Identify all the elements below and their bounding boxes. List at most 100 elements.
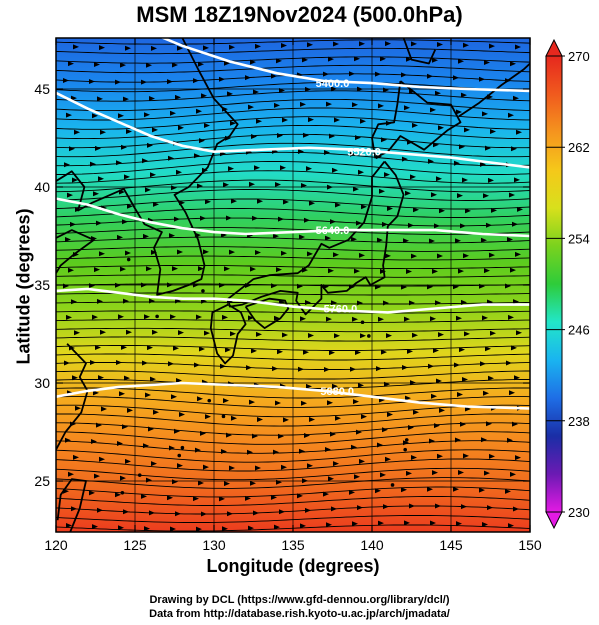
stream-arrow — [171, 394, 177, 400]
contour-label: 5760.0 — [324, 304, 358, 316]
stream-arrow — [409, 503, 415, 509]
stream-arrow — [352, 102, 358, 108]
stream-arrow — [171, 185, 177, 191]
stream-arrow — [354, 268, 360, 274]
stream-arrow — [74, 330, 80, 336]
stream-arrow — [326, 522, 332, 528]
stream-arrow — [331, 506, 337, 512]
stream-arrow — [151, 249, 157, 255]
contour-line — [56, 197, 530, 238]
stream-arrow — [486, 421, 492, 427]
x-tick-label: 150 — [518, 537, 542, 553]
stream-arrow — [145, 392, 151, 398]
stream-arrow — [384, 172, 390, 178]
stream-arrow — [511, 146, 517, 152]
stream-arrow — [490, 330, 496, 336]
colorbar-tick-label: 230 — [568, 505, 590, 520]
stream-arrow — [481, 437, 487, 443]
stream-arrow — [335, 202, 341, 208]
stream-arrow — [430, 316, 436, 322]
stream-arrow — [351, 444, 357, 450]
contour-line — [56, 381, 530, 410]
stream-arrow — [453, 486, 459, 492]
stream-arrow — [350, 366, 356, 372]
colorbar-max-arrow — [545, 38, 563, 57]
stream-arrow — [198, 480, 204, 486]
stream-arrow — [143, 443, 149, 449]
stream-arrow — [482, 315, 488, 321]
stream-arrow — [485, 145, 491, 151]
stream-arrow — [465, 208, 471, 214]
stream-arrow — [437, 453, 443, 459]
streamline — [56, 90, 530, 102]
stream-arrow — [167, 495, 173, 501]
stream-arrow — [229, 249, 235, 255]
coastline — [227, 160, 405, 316]
stream-arrow — [205, 414, 211, 420]
stream-arrow — [357, 300, 363, 306]
streamline — [56, 236, 530, 244]
stream-arrow — [195, 447, 201, 453]
island — [403, 447, 407, 452]
stream-arrow — [457, 193, 463, 199]
stream-arrow — [194, 362, 200, 368]
stream-arrow — [516, 330, 522, 336]
stream-arrow — [92, 524, 98, 530]
stream-arrow — [151, 45, 157, 51]
stream-arrow — [412, 122, 418, 128]
stream-arrow — [482, 111, 488, 117]
stream-arrow — [94, 267, 100, 273]
streamline — [56, 515, 530, 523]
stream-arrow — [306, 383, 312, 389]
stream-arrow — [169, 445, 175, 451]
stream-arrow — [380, 472, 386, 478]
stream-arrow — [249, 181, 255, 187]
streamline — [56, 486, 530, 498]
stream-arrow — [71, 95, 77, 101]
stream-arrow — [403, 440, 409, 446]
stream-arrow — [124, 375, 130, 381]
graticule — [56, 38, 530, 532]
stream-arrow — [120, 62, 126, 68]
stream-arrow — [481, 237, 487, 243]
stream-arrow — [385, 41, 391, 47]
stream-arrow — [328, 476, 334, 482]
stream-arrow — [439, 208, 445, 214]
stream-arrow — [516, 129, 522, 135]
stream-arrow — [309, 417, 315, 422]
stream-arrow — [324, 150, 330, 155]
stream-arrow — [63, 78, 69, 83]
stream-arrow — [118, 113, 124, 119]
stream-arrow — [360, 118, 366, 124]
stream-arrow — [256, 118, 262, 124]
stream-arrow — [222, 526, 228, 532]
stream-arrow — [224, 481, 230, 487]
stream-arrow — [401, 72, 407, 78]
stream-arrow — [513, 299, 519, 305]
stream-arrow — [127, 203, 133, 209]
stream-arrow — [353, 399, 359, 405]
stream-arrow — [100, 129, 106, 135]
stream-arrow — [256, 331, 262, 337]
stream-arrow — [430, 107, 436, 113]
stream-arrow — [326, 316, 332, 322]
stream-arrow — [176, 378, 182, 383]
stream-arrow — [456, 109, 462, 115]
stream-arrow — [331, 300, 337, 306]
stream-arrow — [117, 234, 123, 240]
stream-arrow — [458, 470, 464, 475]
streamline — [56, 387, 530, 399]
stream-arrow — [297, 493, 303, 499]
stream-arrow — [308, 333, 314, 338]
stream-arrow — [257, 198, 263, 204]
stream-arrow — [307, 251, 313, 257]
stream-arrow — [307, 42, 313, 48]
stream-arrow — [387, 412, 393, 417]
stream-arrow — [205, 199, 211, 205]
streamline — [56, 246, 530, 252]
stream-arrow — [64, 360, 70, 366]
stream-arrow — [326, 101, 332, 107]
stream-arrow — [203, 249, 209, 255]
streamline — [56, 47, 530, 55]
